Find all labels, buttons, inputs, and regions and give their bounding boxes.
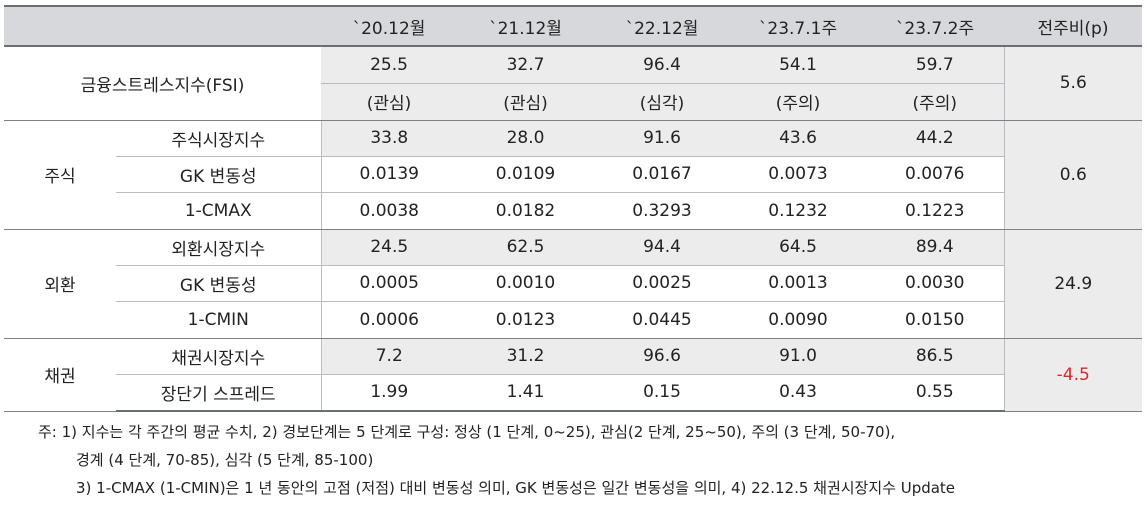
fsi-value: 25.5 bbox=[321, 46, 457, 84]
cell-value: 0.1232 bbox=[730, 192, 866, 230]
fx-change: 24.9 bbox=[1003, 229, 1142, 339]
fsi-stage: (관심) bbox=[457, 83, 594, 121]
cell-value: 0.0139 bbox=[321, 156, 457, 193]
fsi-value: 96.4 bbox=[594, 46, 730, 84]
cell-value: 33.8 bbox=[321, 120, 457, 157]
table-row: 채권 채권시장지수 7.2 31.2 96.6 91.0 86.5 -4.5 bbox=[4, 338, 1142, 412]
cell-value: 64.5 bbox=[730, 229, 866, 266]
cell-value: 0.0073 bbox=[730, 156, 866, 193]
cell-value: 0.15 bbox=[594, 374, 730, 412]
cell-value: 0.0445 bbox=[594, 301, 730, 339]
cell-value: 91.6 bbox=[594, 120, 730, 157]
cell-value: 96.6 bbox=[594, 338, 730, 375]
table-row: 1-CMIN 0.0006 0.0123 0.0445 0.0090 0.015… bbox=[4, 301, 1142, 339]
cell-value: 0.0076 bbox=[866, 156, 1004, 193]
col-header: `21.12월 bbox=[457, 5, 594, 47]
fsi-stage: (주의) bbox=[866, 83, 1004, 121]
table-row: 주식 주식시장지수 33.8 28.0 91.6 43.6 44.2 0.6 bbox=[4, 120, 1142, 230]
fsi-stage: (관심) bbox=[321, 83, 457, 121]
cell-value: 0.0109 bbox=[457, 156, 594, 193]
col-header: `23.7.2주 bbox=[866, 5, 1004, 47]
header-row: `20.12월 `21.12월 `22.12월 `23.7.1주 `23.7.2… bbox=[4, 5, 1142, 47]
row-label: 1-CMAX bbox=[116, 192, 322, 230]
fsi-table: `20.12월 `21.12월 `22.12월 `23.7.1주 `23.7.2… bbox=[4, 5, 1142, 412]
cell-value: 0.0025 bbox=[594, 265, 730, 302]
cell-value: 7.2 bbox=[321, 338, 457, 375]
cell-value: 24.5 bbox=[321, 229, 457, 266]
header-blank bbox=[4, 5, 321, 47]
cell-value: 0.0030 bbox=[866, 265, 1004, 302]
group-label-fx: 외환 bbox=[4, 229, 116, 339]
col-header: `23.7.1주 bbox=[730, 5, 866, 47]
fsi-value: 32.7 bbox=[457, 46, 594, 84]
fsi-label: 금융스트레스지수(FSI) bbox=[4, 46, 321, 121]
fsi-stage-row: (관심) (관심) (심각) (주의) (주의) bbox=[4, 83, 1142, 121]
cell-value: 91.0 bbox=[730, 338, 866, 375]
group-label-bond: 채권 bbox=[4, 338, 116, 412]
footnote-line: 경계 (4 단계, 70-85), 심각 (5 단계, 85-100) bbox=[76, 451, 374, 469]
footnote-line: 주: 1) 지수는 각 주간의 평균 수치, 2) 경보단계는 5 단계로 구성… bbox=[38, 423, 896, 441]
bond-change: -4.5 bbox=[1003, 338, 1142, 412]
fsi-stage: (주의) bbox=[730, 83, 866, 121]
table-row: 장단기 스프레드 1.99 1.41 0.15 0.43 0.55 bbox=[4, 374, 1142, 412]
table-row: GK 변동성 0.0139 0.0109 0.0167 0.0073 0.007… bbox=[4, 156, 1142, 193]
cell-value: 0.0013 bbox=[730, 265, 866, 302]
cell-value: 89.4 bbox=[866, 229, 1004, 266]
cell-value: 0.0006 bbox=[321, 301, 457, 339]
row-label: 1-CMIN bbox=[116, 301, 322, 339]
col-header: `22.12월 bbox=[594, 5, 730, 47]
col-header-change: 전주비(p) bbox=[1004, 5, 1142, 47]
cell-value: 0.0182 bbox=[457, 192, 594, 230]
cell-value: 1.41 bbox=[457, 374, 594, 412]
cell-value: 28.0 bbox=[457, 120, 594, 157]
cell-value: 0.0167 bbox=[594, 156, 730, 193]
table-row: 1-CMAX 0.0038 0.0182 0.3293 0.1232 0.122… bbox=[4, 192, 1142, 230]
row-label: GK 변동성 bbox=[116, 156, 322, 193]
cell-value: 0.0150 bbox=[866, 301, 1004, 339]
cell-value: 0.1223 bbox=[866, 192, 1004, 230]
table-row: GK 변동성 0.0005 0.0010 0.0025 0.0013 0.003… bbox=[4, 265, 1142, 302]
footnotes: 주: 1) 지수는 각 주간의 평균 수치, 2) 경보단계는 5 단계로 구성… bbox=[38, 418, 955, 502]
col-header: `20.12월 bbox=[321, 5, 457, 47]
cell-value: 0.0123 bbox=[457, 301, 594, 339]
row-label: 외환시장지수 bbox=[116, 229, 322, 266]
cell-value: 0.0010 bbox=[457, 265, 594, 302]
row-label: 장단기 스프레드 bbox=[116, 374, 322, 412]
cell-value: 0.55 bbox=[866, 374, 1004, 412]
group-label-stock: 주식 bbox=[4, 120, 116, 230]
cell-value: 62.5 bbox=[457, 229, 594, 266]
stock-change: 0.6 bbox=[1003, 120, 1142, 230]
fsi-value-row: 금융스트레스지수(FSI) 25.5 32.7 96.4 54.1 59.7 5… bbox=[4, 46, 1142, 121]
cell-value: 44.2 bbox=[866, 120, 1004, 157]
footnote-line: 3) 1-CMAX (1-CMIN)은 1 년 동안의 고점 (저점) 대비 변… bbox=[76, 479, 956, 497]
cell-value: 0.0038 bbox=[321, 192, 457, 230]
fsi-value: 59.7 bbox=[866, 46, 1004, 84]
cell-value: 0.3293 bbox=[594, 192, 730, 230]
cell-value: 86.5 bbox=[866, 338, 1004, 375]
cell-value: 0.43 bbox=[730, 374, 866, 412]
cell-value: 94.4 bbox=[594, 229, 730, 266]
fsi-value: 54.1 bbox=[730, 46, 866, 84]
cell-value: 0.0005 bbox=[321, 265, 457, 302]
cell-value: 1.99 bbox=[321, 374, 457, 412]
fsi-stage: (심각) bbox=[594, 83, 730, 121]
cell-value: 43.6 bbox=[730, 120, 866, 157]
fsi-change: 5.6 bbox=[1003, 46, 1142, 121]
cell-value: 0.0090 bbox=[730, 301, 866, 339]
table-row: 외환 외환시장지수 24.5 62.5 94.4 64.5 89.4 24.9 bbox=[4, 229, 1142, 339]
row-label: 주식시장지수 bbox=[116, 120, 322, 157]
row-label: 채권시장지수 bbox=[116, 338, 322, 375]
row-label: GK 변동성 bbox=[116, 265, 322, 302]
cell-value: 31.2 bbox=[457, 338, 594, 375]
